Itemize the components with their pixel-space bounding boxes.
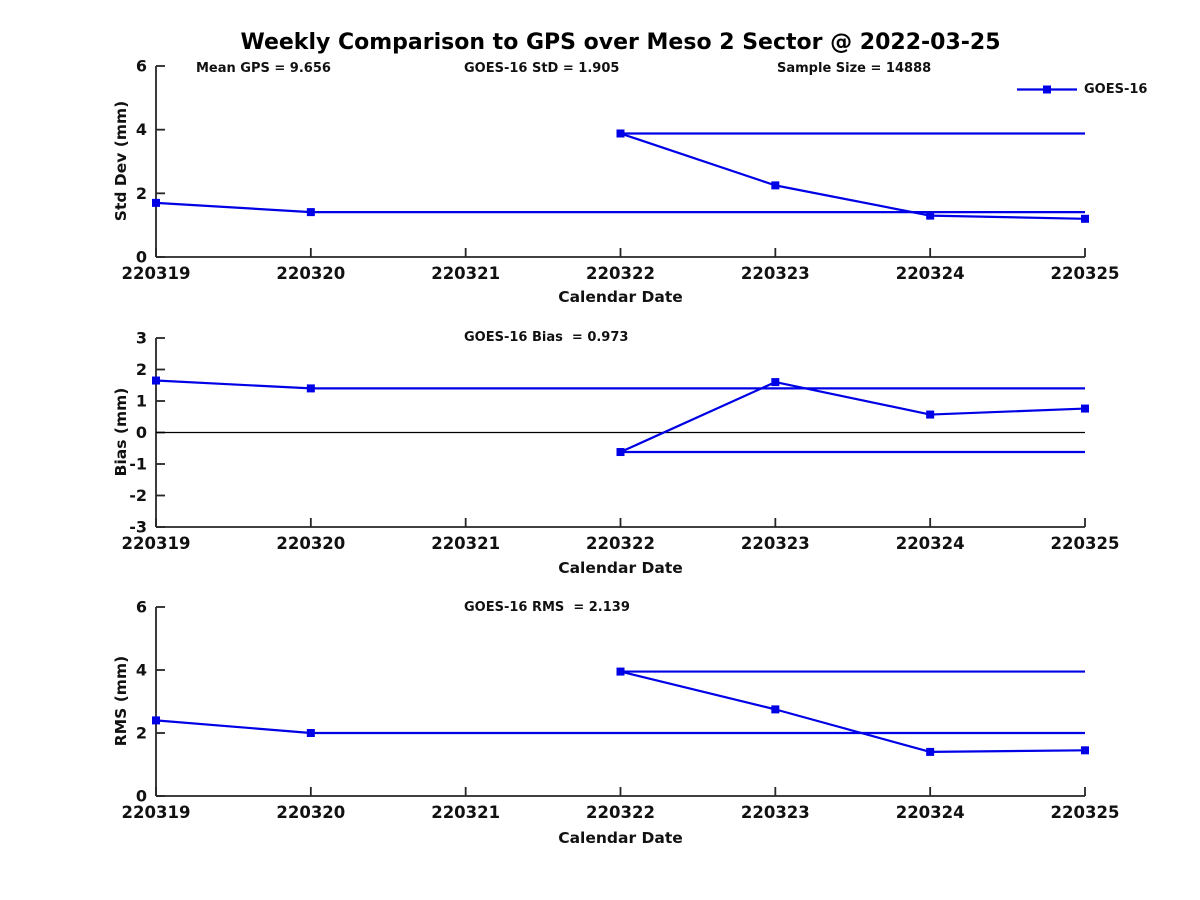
series-marker [152,716,160,725]
x-axis-label-calendar-date-1: Calendar Date [558,288,683,306]
series-marker [926,747,935,756]
x-tick-label: 220325 [1051,803,1120,822]
series-marker [771,181,780,190]
series-marker [152,376,160,385]
series-marker [926,211,935,220]
x-tick-label: 220324 [896,534,965,553]
x-tick-label: 220324 [896,264,965,283]
y-tick-label: 0 [136,423,147,442]
legend: GOES-16 [1016,82,1147,97]
x-tick-label: 220322 [586,803,655,822]
y-tick-label: 6 [136,57,147,76]
y-tick-label: 3 [136,329,147,348]
series-line [155,201,311,214]
series-marker [771,378,780,387]
annotation-goes16-std: GOES-16 StD = 1.905 [464,61,620,76]
annotation-sample-size: Sample Size = 14888 [777,61,932,76]
series-marker [306,729,315,737]
y-tick-label: 6 [136,598,147,617]
y-tick-label: -2 [129,486,147,505]
x-tick-label: 220320 [276,264,345,283]
x-tick-label: 220323 [741,264,810,283]
y-tick-label: 2 [136,724,147,743]
series-marker [306,208,315,217]
legend-square-marker-icon [1043,85,1051,94]
y-tick-label: -1 [129,455,147,474]
x-tick-label: 220321 [431,264,500,283]
series-marker [771,705,780,714]
x-axis-label-calendar-date-2: Calendar Date [558,559,683,577]
annotation-mean-gps: Mean GPS = 9.656 [196,61,331,76]
annotation-goes16-bias: GOES-16 Bias = 0.973 [464,330,629,345]
y-tick-label: 0 [136,248,147,267]
x-tick-label: 220319 [122,534,191,553]
x-tick-label: 220319 [122,264,191,283]
y-tick-label: -3 [129,518,147,537]
legend-line-marker-swatch [1017,85,1077,94]
x-tick-label: 220323 [741,803,810,822]
series-line [155,379,311,390]
x-tick-label: 220320 [276,534,345,553]
series-marker [926,410,935,419]
series-marker [1081,746,1089,755]
y-tick-label: 0 [136,787,147,806]
x-tick-label: 220320 [276,803,345,822]
series-line [620,381,1086,454]
series-marker [152,198,160,207]
y-axis-label-bias: Bias (mm) [112,387,130,477]
y-tick-label: 2 [136,184,147,203]
legend-label: GOES-16 [1084,82,1148,97]
series-marker [306,384,315,393]
series-marker [616,667,625,676]
x-tick-label: 220325 [1051,534,1120,553]
x-tick-label: 220319 [122,803,191,822]
x-tick-label: 220323 [741,534,810,553]
x-tick-label: 220322 [586,534,655,553]
y-tick-label: 2 [136,360,147,379]
x-tick-label: 220321 [431,803,500,822]
series-marker [1081,214,1089,223]
series-marker [616,448,625,457]
y-tick-label: 4 [136,120,147,139]
y-tick-label: 1 [136,392,147,411]
series-line [620,670,1086,754]
figure-title: Weekly Comparison to GPS over Meso 2 Sec… [240,30,1001,55]
series-marker [1081,404,1089,413]
y-tick-label: 4 [136,661,147,680]
x-tick-label: 220322 [586,264,655,283]
x-tick-label: 220325 [1051,264,1120,283]
series-marker [616,129,625,138]
annotation-goes16-rms: GOES-16 RMS = 2.139 [464,600,630,615]
x-tick-label: 220321 [431,534,500,553]
y-axis-label-stddev: Std Dev (mm) [112,100,130,222]
x-axis-label-calendar-date-3: Calendar Date [558,829,683,847]
x-tick-label: 220324 [896,803,965,822]
series-line [620,132,1086,220]
series-line [155,719,311,735]
y-axis-label-rms: RMS (mm) [112,655,130,747]
